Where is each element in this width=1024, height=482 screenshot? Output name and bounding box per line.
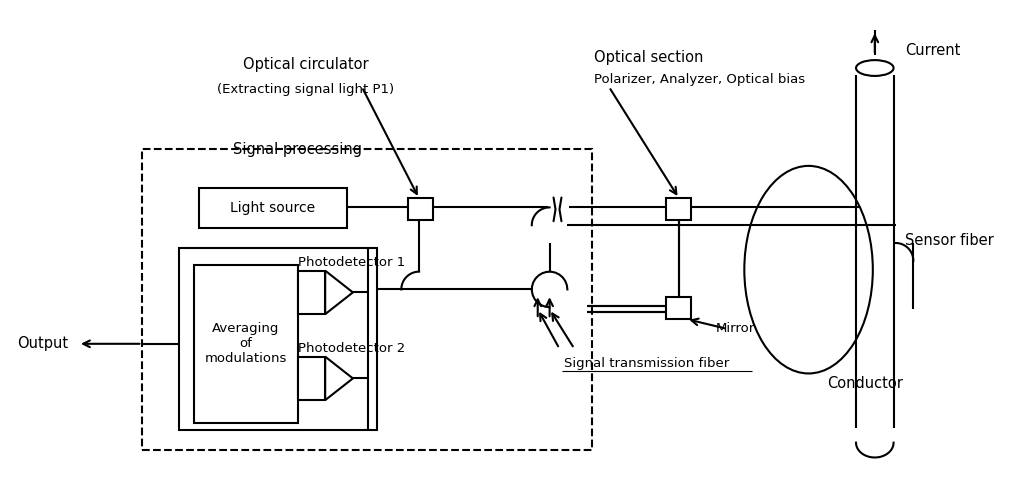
Polygon shape [326, 357, 353, 400]
Text: Optical circulator: Optical circulator [243, 56, 369, 71]
Text: Signal transmission fiber: Signal transmission fiber [564, 357, 730, 370]
Text: Averaging
of
modulations: Averaging of modulations [205, 322, 287, 365]
Bar [142, 149, 592, 450]
Bar [667, 297, 691, 319]
Text: Current: Current [905, 43, 961, 58]
Bar [667, 199, 691, 220]
Text: Photodetector 2: Photodetector 2 [298, 342, 404, 355]
Text: Signal processing: Signal processing [233, 142, 362, 157]
Text: Polarizer, Analyzer, Optical bias: Polarizer, Analyzer, Optical bias [594, 73, 805, 86]
Bar [298, 357, 326, 400]
Text: Optical section: Optical section [594, 50, 703, 65]
Text: (Extracting signal light P1): (Extracting signal light P1) [217, 83, 394, 96]
Text: Conductor: Conductor [827, 376, 903, 391]
Text: Photodetector 1: Photodetector 1 [298, 256, 404, 269]
Bar [194, 265, 298, 423]
Text: Light source: Light source [230, 201, 315, 215]
Ellipse shape [856, 60, 894, 76]
Text: Mirror: Mirror [716, 322, 755, 335]
Bar [409, 199, 433, 220]
Bar [179, 248, 377, 430]
Bar [199, 187, 347, 228]
Text: Sensor fiber: Sensor fiber [905, 232, 994, 248]
Text: Output: Output [17, 336, 69, 351]
Bar [298, 271, 326, 314]
Polygon shape [326, 271, 353, 314]
